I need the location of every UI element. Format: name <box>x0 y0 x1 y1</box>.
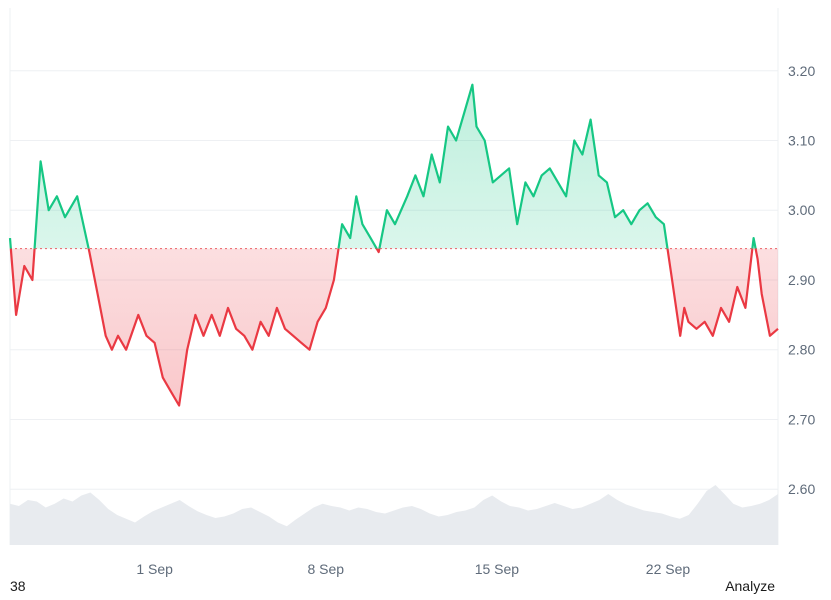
y-tick-label: 2.80 <box>788 342 815 358</box>
footer-left-text: 38 <box>10 578 26 594</box>
y-tick-label: 3.10 <box>788 133 815 149</box>
price-lines <box>8 83 779 407</box>
analyze-link[interactable]: Analyze <box>725 578 775 594</box>
price-line-down <box>9 248 779 407</box>
price-line-up <box>8 83 757 249</box>
y-tick-label: 2.70 <box>788 411 815 427</box>
volume-area-layer <box>10 485 778 545</box>
x-tick-label: 8 Sep <box>307 561 344 577</box>
x-axis-tick-labels: 1 Sep 8 Sep 15 Sep 22 Sep <box>136 561 690 577</box>
volume-area <box>10 485 778 545</box>
price-area-fills <box>10 84 778 406</box>
x-tick-label: 15 Sep <box>475 561 520 577</box>
area-below-baseline <box>10 248 778 406</box>
y-tick-label: 3.20 <box>788 63 815 79</box>
y-tick-label: 3.00 <box>788 202 815 218</box>
x-tick-label: 22 Sep <box>646 561 691 577</box>
x-tick-label: 1 Sep <box>136 561 173 577</box>
y-tick-label: 2.90 <box>788 272 815 288</box>
area-above-baseline <box>10 84 778 249</box>
y-axis-tick-labels: 2.60 2.70 2.80 2.90 3.00 3.10 3.20 <box>788 63 815 497</box>
y-tick-label: 2.60 <box>788 481 815 497</box>
